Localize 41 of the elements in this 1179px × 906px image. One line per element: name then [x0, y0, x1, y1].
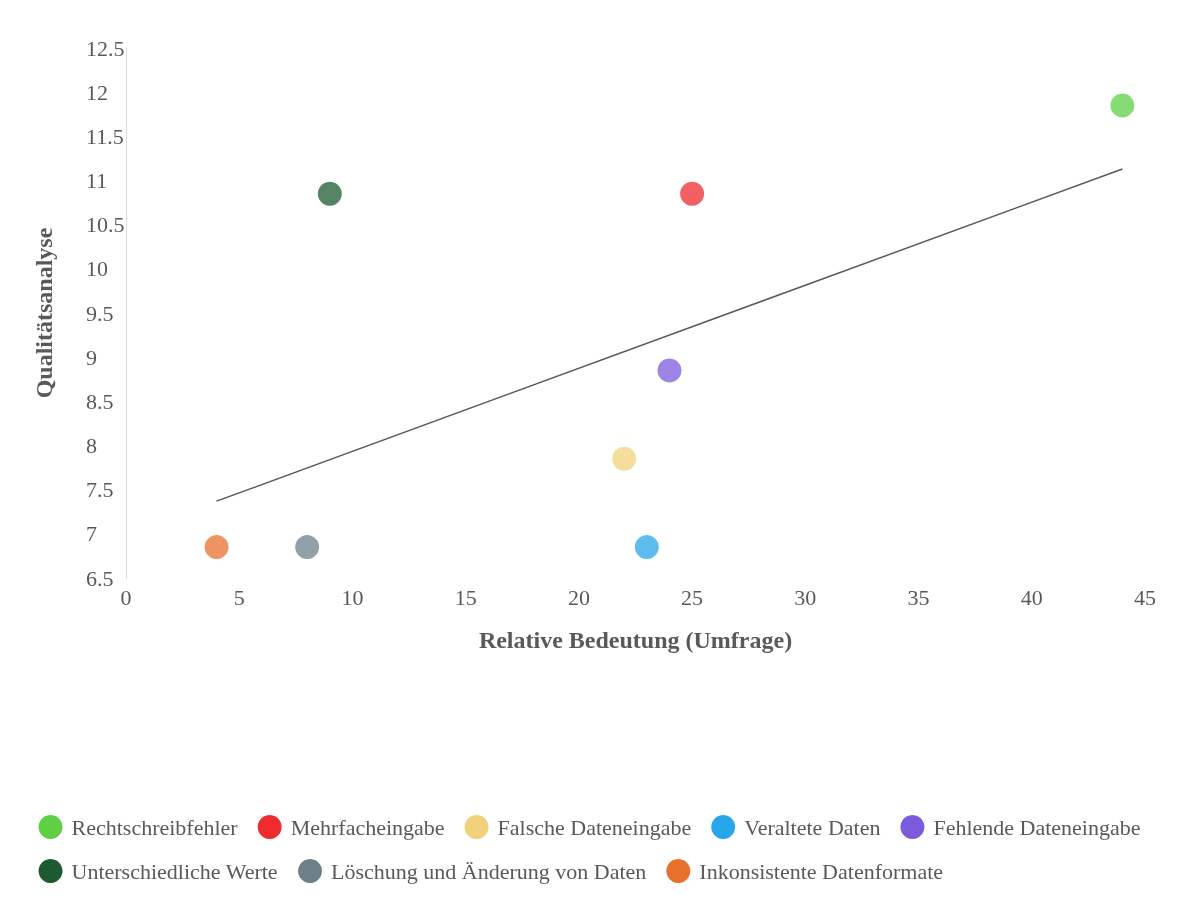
y-tick-label: 10.5: [86, 212, 125, 238]
y-tick-label: 12.5: [86, 35, 125, 61]
y-tick-label: 11.5: [86, 123, 124, 149]
x-tick-label: 5: [233, 584, 245, 610]
y-tick-label: 10: [86, 256, 108, 282]
legend-label: Löschung und Änderung von Daten: [331, 858, 647, 884]
legend-label: Falsche Dateneingabe: [497, 814, 692, 840]
legend-label: Unterschiedliche Werte: [71, 858, 278, 884]
y-axis-title: Qualitätsanalyse: [31, 227, 57, 399]
legend-label: Inkonsistente Datenformate: [699, 858, 944, 884]
x-tick-label: 45: [1134, 584, 1156, 610]
x-tick-label: 15: [454, 584, 477, 610]
point: [317, 181, 342, 206]
y-tick-label: 11: [86, 168, 108, 193]
point: [204, 535, 229, 560]
x-tick-label: 20: [567, 584, 590, 610]
point: [295, 535, 320, 560]
y-tick-label: 9: [86, 344, 97, 370]
legend-label: Mehrfacheingabe: [290, 814, 445, 840]
y-tick-label: 7: [86, 521, 97, 547]
x-tick-label: 30: [794, 584, 817, 610]
x-tick-label: 35: [907, 584, 930, 610]
y-tick-label: 7.5: [86, 477, 114, 503]
point: [680, 181, 705, 206]
y-tick-label: 6.5: [86, 565, 114, 591]
y-tick-label: 9.5: [86, 300, 114, 326]
point: [657, 358, 682, 383]
x-tick-label: 40: [1020, 584, 1043, 610]
y-tick-label: 8.5: [86, 388, 114, 414]
x-tick-label: 0: [120, 584, 132, 610]
point: [634, 535, 659, 560]
y-tick-label: 12: [86, 79, 108, 105]
x-tick-label: 10: [341, 584, 364, 610]
point: [1110, 93, 1135, 118]
point: [612, 446, 637, 471]
legend-label: Fehlende Dateneingabe: [933, 814, 1141, 840]
legend-label: Rechtschreibfehler: [71, 814, 239, 840]
y-tick-label: 8: [86, 433, 97, 458]
x-axis-title: Relative Bedeutung (Umfrage): [478, 627, 793, 653]
legend-label: Veraltete Daten: [744, 814, 881, 840]
x-tick-label: 25: [681, 584, 704, 610]
